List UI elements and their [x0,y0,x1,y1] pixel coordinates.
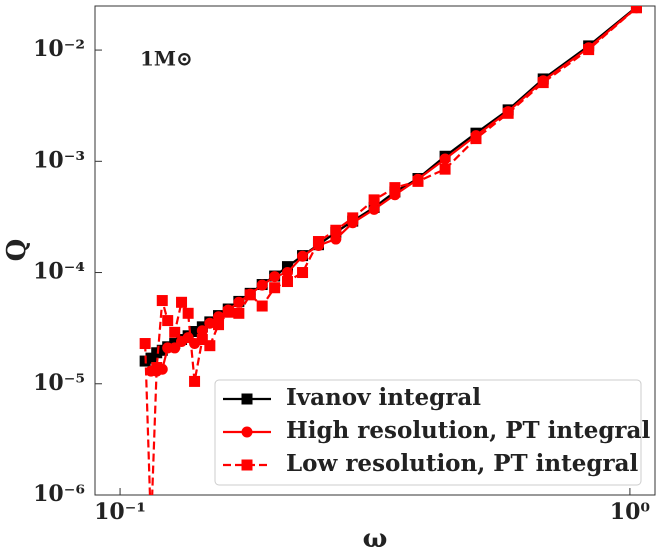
marker [368,203,380,215]
plot-frame [94,5,656,496]
marker [256,300,268,312]
legend-marker [241,426,253,438]
marker [297,250,309,262]
marker [537,77,549,89]
marker [281,261,293,273]
marker [281,267,293,279]
annotation: 1M⊙ [140,47,193,71]
marker [439,153,451,165]
legend: Ivanov integral High resolution, PT integ… [214,379,650,486]
marker [151,362,163,374]
marker [146,523,157,534]
marker [244,289,256,301]
marker [204,317,216,329]
marker [470,133,482,145]
marker [297,267,309,279]
legend-box [214,379,642,486]
y-tick-label: 10⁻³ [33,147,85,173]
x-tick-label: 10⁰ [610,499,651,525]
legend-marker [241,459,253,471]
marker [281,276,293,288]
marker [330,233,342,245]
y-tick-label: 10⁻⁶ [33,481,85,507]
x-tick-label: 10⁻¹ [94,499,146,525]
marker [176,296,188,308]
y-tick-label: 10⁻⁵ [33,370,85,396]
x-axis-label: ω [363,524,388,554]
marker [233,307,245,319]
plot-area [139,6,642,534]
marker [312,236,324,248]
marker [583,44,595,56]
marker [368,194,380,206]
marker [630,6,642,14]
y-tick-label: 10⁻⁴ [33,259,85,285]
marker [412,175,424,187]
marker [213,319,225,331]
marker [269,282,281,294]
marker [139,338,151,350]
marker [204,340,216,352]
marker [269,271,281,283]
marker [169,326,181,338]
marker [439,163,451,175]
marker [233,296,245,308]
marker [145,352,157,364]
marker [389,182,401,194]
legend-label: High resolution, PT integral [286,417,650,444]
marker [151,347,163,359]
marker [222,306,234,318]
marker [182,307,194,319]
marker [189,375,201,387]
marker [156,295,168,307]
marker [256,279,268,291]
marker [196,325,208,337]
marker [196,334,208,346]
legend-marker [241,393,253,405]
y-axis-label: Q [2,239,32,262]
legend-label: Low resolution, PT integral [286,450,638,477]
y-tick-label: 10⁻² [33,36,85,62]
legend-label: Ivanov integral [286,384,481,411]
marker [330,224,342,236]
marker [189,326,201,338]
marker [162,315,174,327]
marker [347,212,359,224]
marker [502,107,514,119]
